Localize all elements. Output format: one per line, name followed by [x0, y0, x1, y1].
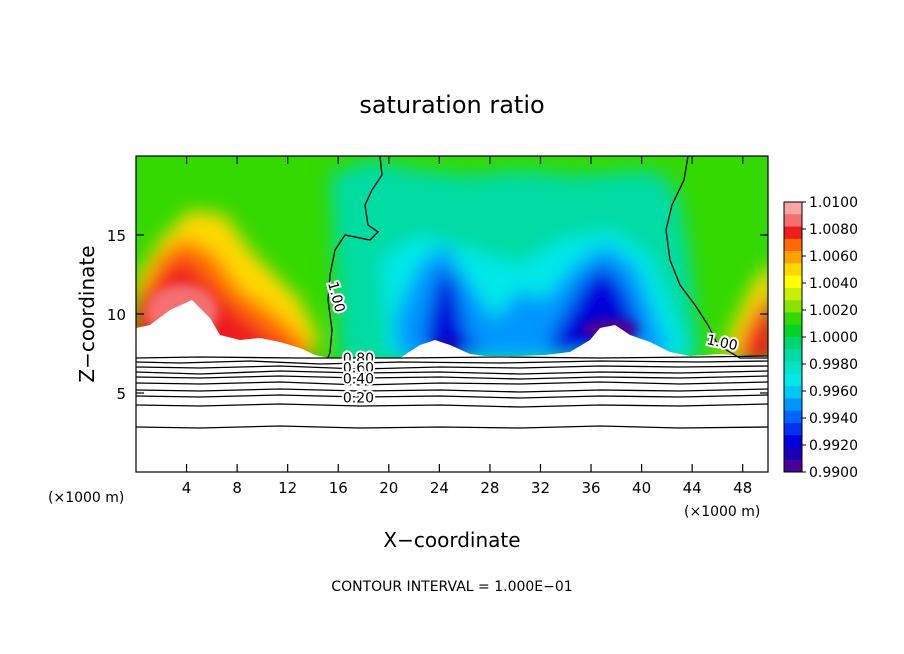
contour-label-halo-2: 0.80 — [343, 351, 374, 367]
contour-lines — [136, 156, 768, 429]
colorbar-label-4: 1.0020 — [809, 303, 858, 319]
contour-0-80 — [136, 365, 768, 370]
colorbar-swatch-6 — [784, 275, 802, 289]
x-tick-label-9: 40 — [632, 479, 651, 497]
x-tick-label-11: 48 — [733, 479, 752, 497]
contour-label-halo-5: 0.20 — [343, 390, 374, 406]
x-tick-label-7: 32 — [531, 479, 550, 497]
colorbar-swatch-8 — [784, 300, 802, 313]
contour-interval-footer: CONTOUR INTERVAL = 1.000E−01 — [331, 579, 572, 595]
x-tick-label-5: 24 — [430, 479, 449, 497]
colorbar-swatch-17 — [784, 410, 802, 424]
colorbar-label-8: 0.9940 — [809, 411, 858, 427]
colorbar-swatch-9 — [784, 312, 802, 326]
colorbar-swatch-4 — [784, 251, 802, 264]
colorbar-swatch-21 — [784, 459, 802, 473]
chart-title: saturation ratio — [359, 91, 544, 119]
contour-label-halo-4: 0.40 — [343, 372, 374, 388]
colorbar-label-3: 1.0040 — [809, 276, 858, 292]
colorbar-label-9: 0.9920 — [809, 438, 858, 454]
x-tick-label-8: 36 — [581, 479, 600, 497]
x-tick-label-3: 16 — [329, 479, 348, 497]
x-tick-label-2: 12 — [278, 479, 297, 497]
y-tick-label-0: 5 — [116, 385, 126, 403]
contour-label-1: 1.00 — [705, 332, 739, 354]
colorbar-label-1: 1.0080 — [809, 222, 858, 238]
colorbar-swatch-14 — [784, 373, 802, 387]
terrain-mask — [136, 300, 768, 472]
x-tick-label-0: 4 — [182, 479, 192, 497]
contour-label-halo-3: 0.60 — [343, 360, 374, 376]
colorbar-swatch-11 — [784, 337, 802, 350]
contour-label-5: 0.20 — [343, 390, 374, 406]
contour-label-4: 0.40 — [343, 372, 374, 388]
contour-0-50 — [136, 381, 768, 386]
colorbar-swatch-3 — [784, 238, 802, 252]
x-tick-label-4: 20 — [379, 479, 398, 497]
colorbar-label-0: 1.0100 — [809, 195, 858, 211]
x-axis: 4 8 12 16 20 24 28 32 36 40 44 48 — [182, 156, 752, 497]
colorbar-swatch-13 — [784, 361, 802, 375]
contour-1-00-west — [327, 156, 383, 359]
contour-1-00-east — [665, 156, 768, 359]
contour-label-3: 0.60 — [343, 360, 374, 376]
colorbar-swatch-19 — [784, 435, 802, 448]
contour-0-40 — [136, 388, 768, 393]
colorbar-swatch-12 — [784, 349, 802, 363]
contour-label-2: 0.80 — [343, 351, 374, 367]
x-unit-right: (×1000 m) — [684, 504, 760, 520]
y-axis: 5 10 15 — [107, 227, 768, 403]
colorbar-swatch-5 — [784, 263, 802, 277]
contour-0-10 — [136, 425, 768, 429]
y-axis-label: Z−coordinate — [75, 245, 99, 382]
contour-0-20 — [136, 403, 768, 408]
colorbar-swatch-20 — [784, 447, 802, 461]
contour-0-60 — [136, 375, 768, 380]
colorbar-label-6: 0.9980 — [809, 357, 858, 373]
colorbar-label-10: 0.9900 — [809, 465, 858, 481]
contour-0-30 — [136, 394, 768, 399]
y-tick-label-1: 10 — [107, 306, 126, 324]
field-red-east — [735, 298, 768, 362]
field-blue-deep — [425, 270, 480, 356]
x-unit-left: (×1000 m) — [48, 490, 124, 506]
colorbar-label-7: 0.9960 — [809, 384, 858, 400]
colorbar-swatch-0 — [784, 202, 802, 215]
colorbar: 1.0100 1.0080 1.0060 1.0040 1.0020 1.0000 0.99… — [783, 195, 858, 481]
colorbar-swatch-2 — [784, 226, 802, 240]
heatmap-field — [136, 156, 768, 472]
contour-0-70 — [136, 370, 768, 375]
contour-0-90 — [136, 360, 768, 365]
colorbar-swatch-7 — [784, 287, 802, 301]
x-tick-label-1: 8 — [232, 479, 242, 497]
contour-ground-line — [136, 355, 768, 359]
colorbar-label-2: 1.0060 — [809, 249, 858, 265]
colorbar-swatch-18 — [784, 422, 802, 436]
x-axis-label: X−coordinate — [383, 528, 520, 552]
plot-area — [136, 156, 768, 472]
x-tick-label-10: 44 — [683, 479, 702, 497]
colorbar-swatch-15 — [784, 386, 802, 399]
contour-label-0: 1.00 — [324, 280, 348, 314]
colorbar-swatch-10 — [784, 324, 802, 338]
colorbar-swatch-1 — [784, 214, 802, 228]
y-tick-label-2: 15 — [107, 227, 126, 245]
x-tick-label-6: 28 — [480, 479, 499, 497]
colorbar-swatch-16 — [784, 398, 802, 412]
colorbar-label-5: 1.0000 — [809, 330, 858, 346]
